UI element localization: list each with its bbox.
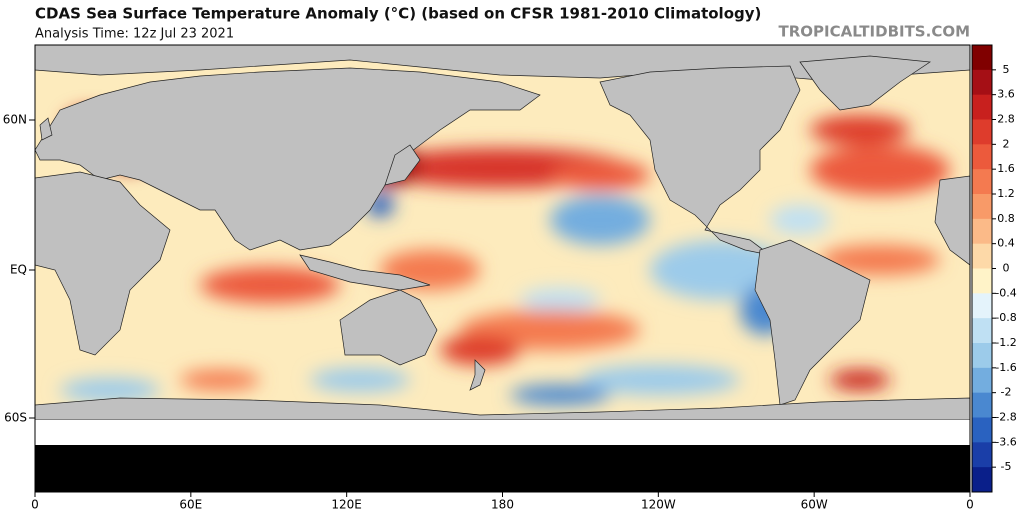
anomaly-patch bbox=[770, 205, 830, 235]
lat-label: 60N bbox=[3, 113, 27, 127]
colorbar-label: -1.6 bbox=[995, 361, 1016, 374]
colorbar-bin bbox=[972, 243, 992, 269]
landmass bbox=[799, 55, 932, 111]
lon-label: 60E bbox=[179, 498, 202, 512]
landmass bbox=[35, 171, 171, 356]
colorbar-label: 0 bbox=[1003, 262, 1010, 275]
anomaly-patch bbox=[440, 335, 520, 365]
colorbar-label: 2.8 bbox=[997, 113, 1015, 126]
colorbar-bin bbox=[972, 318, 992, 344]
colorbar-bin bbox=[972, 343, 992, 369]
colorbar-bin bbox=[972, 218, 992, 245]
landmass bbox=[384, 144, 421, 186]
colorbar-bin bbox=[972, 367, 992, 394]
landmass bbox=[35, 67, 541, 251]
landmass bbox=[299, 254, 431, 291]
map bbox=[35, 45, 970, 492]
colorbar-label: 0.8 bbox=[997, 212, 1015, 225]
colorbar-label: 0.4 bbox=[997, 237, 1015, 250]
colorbar-label: -2 bbox=[1001, 386, 1012, 399]
lon-label: 120W bbox=[641, 498, 676, 512]
watermark: TROPICALTIDBITS.COM bbox=[779, 23, 971, 41]
colorbar-bin bbox=[972, 268, 992, 294]
colorbar-bin bbox=[972, 144, 992, 170]
colorbar-label: 1.2 bbox=[997, 187, 1015, 200]
colorbar-label: 2 bbox=[1003, 137, 1010, 150]
lon-label: 0 bbox=[31, 498, 39, 512]
anomaly-patch bbox=[520, 288, 600, 312]
anomaly-patch bbox=[60, 378, 160, 402]
colorbar-bin bbox=[972, 392, 992, 418]
anomaly-patch bbox=[580, 365, 740, 395]
anomaly-patch bbox=[810, 145, 950, 195]
anomaly-patch bbox=[830, 370, 890, 390]
colorbar-bin bbox=[972, 94, 992, 120]
land bbox=[35, 45, 970, 492]
colorbar-bin bbox=[972, 119, 992, 145]
landmass bbox=[39, 117, 53, 141]
anomaly-patch bbox=[310, 368, 410, 392]
landmass bbox=[754, 239, 871, 406]
anomaly-patch bbox=[550, 160, 650, 190]
colorbar-label: -1.2 bbox=[995, 336, 1016, 349]
colorbar-bin bbox=[972, 467, 992, 493]
landmass bbox=[934, 175, 970, 266]
anomaly-patch bbox=[820, 245, 940, 275]
title: CDAS Sea Surface Temperature Anomaly (°C… bbox=[35, 5, 761, 23]
colorbar-bin bbox=[972, 293, 992, 319]
colorbar-label: 1.6 bbox=[997, 162, 1015, 175]
lon-label: 60W bbox=[801, 498, 828, 512]
colorbar-label: 5 bbox=[1003, 63, 1010, 76]
landmass bbox=[599, 65, 801, 256]
colorbar-label: -0.8 bbox=[995, 311, 1016, 324]
landmass bbox=[469, 359, 486, 391]
colorbar-bin bbox=[972, 69, 992, 96]
lon-label: 0 bbox=[966, 498, 974, 512]
colorbar-label: -3.6 bbox=[995, 435, 1016, 448]
anomaly-patch bbox=[200, 267, 340, 303]
colorbar-bin bbox=[972, 442, 992, 468]
anomaly-patch bbox=[650, 240, 790, 300]
anomaly-patch bbox=[810, 115, 910, 145]
colorbar-label: -2.8 bbox=[995, 411, 1016, 424]
anomaly-patch bbox=[180, 370, 260, 390]
landmass bbox=[339, 289, 438, 366]
lon-label: 180 bbox=[491, 498, 514, 512]
landmass bbox=[35, 445, 970, 492]
lat-label: 60S bbox=[4, 411, 27, 425]
colorbar-bin bbox=[972, 169, 992, 195]
colorbar-label: -0.4 bbox=[995, 286, 1016, 299]
colorbar-label: 3.6 bbox=[997, 88, 1015, 101]
colorbar-label: -5 bbox=[1001, 460, 1012, 473]
sea-ice bbox=[35, 420, 970, 445]
colorbar-bin bbox=[972, 194, 992, 220]
anomaly-patch bbox=[510, 385, 610, 405]
colorbar-bin bbox=[972, 45, 992, 71]
anomaly-patch bbox=[550, 195, 650, 245]
lat-label: EQ bbox=[10, 263, 27, 277]
colorbar-bin bbox=[972, 417, 992, 443]
lon-label: 120E bbox=[331, 498, 362, 512]
subtitle: Analysis Time: 12z Jul 23 2021 bbox=[35, 27, 234, 42]
